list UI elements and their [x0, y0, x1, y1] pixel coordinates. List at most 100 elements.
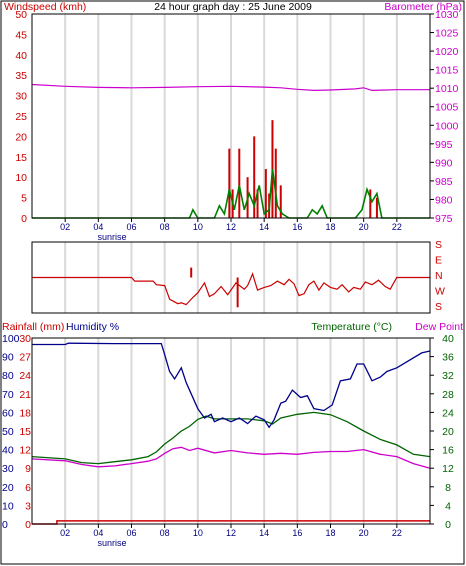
windspeed-tick-label: 50 [15, 9, 27, 21]
barometer-tick-label: 980 [435, 194, 453, 206]
windspeed-tick-label: 5 [21, 193, 27, 205]
windspeed-tick-label: 25 [15, 111, 27, 123]
time-tick-label: 08 [160, 222, 170, 232]
humidity-tick-label: 10 [2, 500, 14, 512]
time-tick-label: 16 [292, 528, 302, 538]
direction-label: E [435, 255, 442, 267]
rainfall-axis-label: Rainfall (mm) [2, 321, 64, 333]
temperature-tick-label: 36 [442, 352, 454, 364]
sunrise-label-top: sunrise [97, 232, 126, 242]
windspeed-tick-label: 15 [15, 152, 27, 164]
rainfall-tick-label: 30 [19, 333, 31, 345]
temperature-tick-label: 12 [442, 463, 454, 475]
time-tick-label: 10 [193, 222, 203, 232]
barometer-tick-label: 990 [435, 157, 453, 169]
rainfall-tick-label: 18 [19, 407, 31, 419]
rainfall-tick-label: 0 [25, 519, 31, 531]
panel1-plot-border [31, 13, 431, 219]
barometer-tick-label: 1005 [435, 102, 459, 114]
humidity-tick-label: 90 [2, 352, 14, 364]
windspeed-tick-label: 0 [21, 213, 27, 225]
barometer-axis-label: Barometer (hPa) [384, 1, 462, 13]
temperature-tick-label: 24 [442, 407, 454, 419]
windspeed-ticks: 0 5 10 15 20 25 30 35 40 45 50 [15, 9, 27, 225]
temperature-line [31, 411, 431, 465]
rainfall-tick-label: 15 [19, 426, 31, 438]
chart-title: 24 hour graph day : 25 June 2009 [154, 1, 312, 13]
rainfall-tick-label: 21 [19, 389, 31, 401]
time-tick-label: 14 [259, 528, 269, 538]
panel1-series [31, 83, 430, 219]
panel2-series [32, 267, 430, 308]
temperature-tick-label: 20 [442, 426, 454, 438]
dewpoint-axis-label: Dew Point [415, 321, 463, 333]
temperature-tick-label: 16 [442, 445, 454, 457]
windspeed-line [32, 168, 430, 219]
rainfall-tick-label: 24 [19, 370, 31, 382]
time-tick-label: 12 [226, 528, 236, 538]
dewpoint-line [31, 446, 431, 469]
time-tick-label: 14 [259, 222, 269, 232]
panel2-plot-border [31, 241, 431, 314]
wind-barometer-panel: Windspeed (kmh) 24 hour graph day : 25 J… [4, 1, 462, 242]
sunrise-label-bottom: sunrise [97, 538, 126, 548]
wind-direction-line [32, 272, 430, 306]
direction-label: W [435, 286, 445, 298]
rainfall-tick-label: 27 [19, 352, 31, 364]
humidity-tick-label: 40 [2, 445, 14, 457]
rain-humidity-temperature-panel: Rainfall (mm) Humidity % Temperature (°C… [2, 321, 463, 548]
time-tick-label: 22 [392, 528, 402, 538]
windspeed-tick-label: 35 [15, 70, 27, 82]
barometer-tick-label: 995 [435, 139, 453, 151]
direction-label: N [435, 270, 443, 282]
time-tick-label: 02 [60, 528, 70, 538]
rainfall-tick-label: 12 [19, 445, 31, 457]
direction-label: S [435, 301, 442, 313]
barometer-tick-label: 1020 [435, 46, 459, 58]
windspeed-tick-label: 45 [15, 29, 27, 41]
barometer-tick-label: 975 [435, 213, 453, 225]
windspeed-tick-label: 20 [15, 131, 27, 143]
temperature-tick-label: 40 [442, 333, 454, 345]
time-tick-label: 04 [93, 528, 103, 538]
humidity-tick-label: 100 [2, 333, 20, 345]
rainfall-tick-label: 9 [25, 463, 31, 475]
temperature-axis-label: Temperature (°C) [311, 321, 392, 333]
temperature-tick-label: 8 [445, 482, 451, 494]
time-tick-label: 02 [60, 222, 70, 232]
humidity-tick-label: 70 [2, 389, 14, 401]
time-tick-label: 04 [93, 222, 103, 232]
humidity-tick-label: 0 [2, 519, 8, 531]
barometer-tick-label: 1025 [435, 28, 459, 40]
time-tick-label: 20 [359, 528, 369, 538]
temperature-tick-label: 4 [445, 500, 451, 512]
humidity-tick-label: 20 [2, 482, 14, 494]
humidity-tick-label: 80 [2, 370, 14, 382]
panel3-plot-border [31, 337, 431, 525]
time-tick-label: 18 [325, 528, 335, 538]
temperature-tick-label: 32 [442, 370, 454, 382]
humidity-tick-label: 60 [2, 407, 14, 419]
temperature-tick-label: 0 [445, 519, 451, 531]
panel1-grid [64, 14, 398, 218]
time-tick-label: 20 [359, 222, 369, 232]
time-tick-label: 22 [392, 222, 402, 232]
time-tick-label: 16 [292, 222, 302, 232]
windspeed-tick-label: 40 [15, 50, 27, 62]
time-tick-label: 06 [126, 222, 136, 232]
barometer-tick-label: 1015 [435, 65, 459, 77]
windspeed-tick-label: 30 [15, 91, 27, 103]
barometer-tick-label: 1030 [435, 9, 459, 21]
humidity-tick-label: 50 [2, 426, 14, 438]
humidity-axis-label: Humidity % [66, 321, 119, 333]
barometer-ticks: 975 980 985 990 995 1000 1005 1010 1015 1020 1025 1… [430, 9, 459, 225]
rainfall-tick-label: 3 [25, 500, 31, 512]
temperature-ticks: 0 4 8 12 16 20 24 28 32 36 40 [430, 333, 454, 531]
direction-label: S [435, 239, 442, 251]
barometer-tick-label: 985 [435, 176, 453, 188]
